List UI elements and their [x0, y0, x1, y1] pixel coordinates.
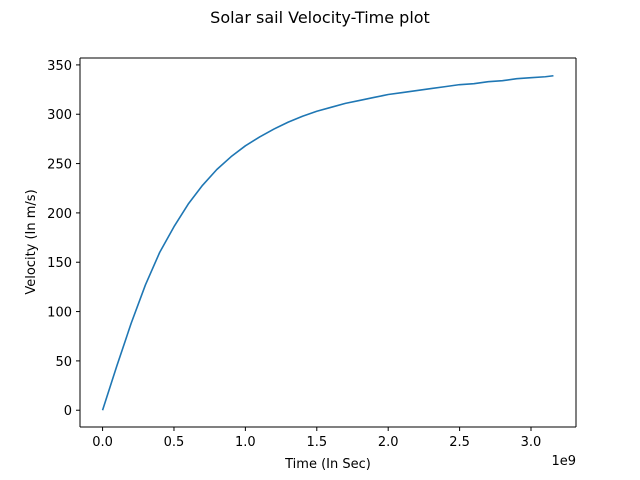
x-tick-label: 2.5: [449, 435, 470, 450]
y-tick-label: 150: [47, 256, 72, 271]
series-line: [101, 74, 554, 411]
x-tick-label: 3.0: [521, 435, 542, 450]
y-tick-label: 350: [47, 59, 72, 74]
x-ticks: 0.0 0.5 1.0 1.5 2.0 2.5 3.0: [92, 427, 541, 450]
y-tick-label: 0: [64, 404, 72, 419]
x-axis-label: Time (In Sec): [284, 457, 371, 472]
y-axis-label: Velocity (In m/s): [24, 189, 39, 294]
chart-title: Solar sail Velocity-Time plot: [210, 8, 430, 27]
x-tick-label: 2.0: [378, 435, 399, 450]
series-layer: [101, 74, 554, 411]
x-tick-label: 1.5: [306, 435, 327, 450]
y-tick-label: 100: [47, 306, 72, 321]
x-tick-label: 0.5: [164, 435, 185, 450]
x-tick-label: 1.0: [235, 435, 256, 450]
axes-layer: [79, 57, 577, 428]
y-tick-label: 300: [47, 108, 72, 123]
y-ticks: 0 50 100 150 200 250 300 350: [47, 59, 80, 419]
x-axis-offset-label: 1e9: [551, 454, 576, 469]
y-tick-label: 50: [55, 355, 72, 370]
y-tick-label: 200: [47, 207, 72, 222]
y-tick-label: 250: [47, 158, 72, 173]
plot-area: [80, 58, 576, 427]
x-tick-label: 0.0: [92, 435, 113, 450]
